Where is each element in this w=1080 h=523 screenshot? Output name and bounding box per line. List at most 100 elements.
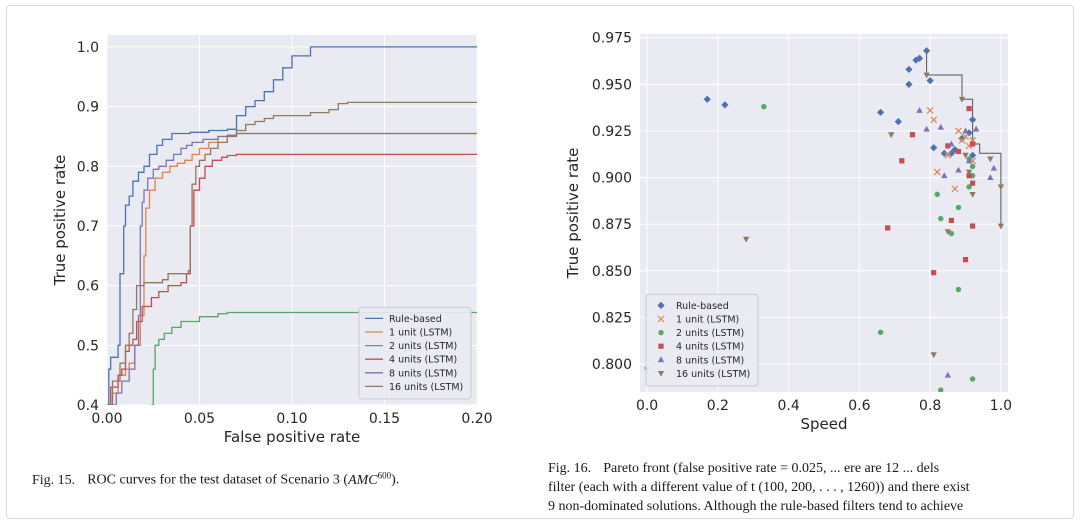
roc-ytick-label: 0.5 (77, 338, 99, 354)
figure-15-math-sup: 600 (377, 470, 392, 480)
pareto-series-rule-based (703, 47, 977, 159)
pareto-point-8-units-lstm- (937, 123, 944, 130)
roc-legend-box (358, 306, 472, 400)
pareto-point-2-units-lstm- (969, 376, 976, 382)
pareto-point-4-units-lstm- (885, 225, 891, 231)
pareto-xtick-label: 0.2 (707, 398, 729, 414)
figure-15-label: Fig. 15. (32, 472, 76, 488)
roc-xtick-label: 0.05 (184, 411, 215, 427)
pareto-point-8-units-lstm- (972, 125, 980, 132)
pareto-marks (643, 47, 1005, 392)
pareto-point-2-units-lstm- (955, 204, 962, 211)
roc-xtick-label: 0.20 (461, 411, 492, 427)
pareto-point-rule-based (958, 134, 966, 143)
pareto-xtick-label: 0.4 (777, 398, 799, 414)
pareto-point-16-units-lstm- (944, 229, 952, 236)
pareto-legend-swatch (658, 343, 664, 349)
pareto-point-2-units-lstm- (938, 215, 944, 222)
pareto-point-1-unit-lstm- (933, 168, 941, 176)
pareto-xtick-label: 0.0 (636, 398, 658, 414)
pareto-point-1-unit-lstm- (930, 116, 938, 124)
roc-marks (107, 46, 477, 405)
pareto-point-rule-based (905, 80, 913, 88)
pareto-point-16-units-lstm- (987, 156, 994, 163)
pareto-point-8-units-lstm- (955, 166, 962, 173)
figure-16-label: Fig. 16. (548, 461, 592, 476)
pareto-ytick-label: 0.975 (592, 31, 632, 47)
roc-chart: 0.00 0.05 0.10 0.15 0.20 0.4 0.5 0.6 0.7 0.8 0.9 1.… (51, 35, 493, 446)
pareto-ytick-label: 0.825 (592, 310, 632, 326)
pareto-point-16-units-lstm- (930, 352, 937, 359)
pareto-point-rule-based (877, 108, 885, 116)
pareto-point-16-units-lstm- (965, 169, 973, 176)
pareto-point-2-units-lstm- (969, 163, 976, 170)
pareto-point-rule-based (930, 144, 938, 152)
roc-ytick-label: 0.9 (77, 100, 99, 116)
pareto-ytick-label: 0.875 (592, 217, 632, 233)
pareto-point-2-units-lstm- (938, 387, 944, 392)
pareto-point-8-units-lstm- (941, 172, 948, 179)
pareto-point-8-units-lstm- (965, 157, 973, 164)
figure-16-line-1: Fig. 16. Pareto front (false positive rat… (548, 459, 1040, 478)
pareto-point-16-units-lstm- (969, 191, 976, 198)
figure-15-caption: Fig. 15. ROC curves for the test dataset … (32, 466, 502, 490)
roc-legend-label: 8 units (LSTM) (389, 368, 457, 379)
figure-15-text: ROC curves for the test dataset of Scena… (87, 472, 349, 488)
pareto-legend-label: Rule-based (676, 301, 729, 312)
pareto-ytick-label: 0.850 (592, 264, 632, 280)
pareto-point-rule-based (951, 146, 959, 154)
pareto-series-8-units-lstm- (916, 107, 998, 378)
pareto-xaxis-label: Speed (800, 415, 847, 433)
roc-legend-label: 16 units (LSTM) (389, 382, 463, 393)
figure-16-caption: Fig. 16. Pareto front (false positive rat… (548, 459, 1040, 516)
pareto-point-rule-based (894, 118, 902, 126)
pareto-legend-label: 2 units (LSTM) (676, 328, 744, 339)
figure-16-line-3: 9 non-dominated solutions. Although the … (548, 499, 964, 514)
roc-legend-label: 1 unit (LSTM) (389, 328, 452, 339)
pareto-point-4-units-lstm- (962, 257, 969, 263)
pareto-point-8-units-lstm- (962, 127, 969, 134)
pareto-legend-label: 4 units (LSTM) (676, 342, 744, 353)
figure-15-math-base: AMC (348, 472, 378, 488)
pareto-point-8-units-lstm- (916, 107, 923, 113)
pareto-point-4-units-lstm- (970, 141, 976, 147)
pareto-point-rule-based (969, 116, 977, 124)
pareto-point-rule-based (926, 77, 934, 85)
pareto-series-4-units-lstm- (885, 105, 976, 276)
roc-xtick-label: 0.15 (369, 411, 400, 427)
pareto-point-4-units-lstm- (948, 217, 954, 224)
pareto-xtick-label: 0.8 (919, 398, 941, 414)
pareto-point-16-units-lstm- (962, 152, 969, 159)
pareto-ytick-label: 0.950 (592, 77, 632, 93)
roc-ytick-label: 0.7 (77, 219, 99, 235)
roc-series-2-units-lstm- (151, 311, 477, 405)
roc-xaxis-label: False positive rate (224, 428, 361, 446)
roc-series-8-units-lstm- (107, 132, 477, 405)
pareto-point-4-units-lstm- (955, 148, 962, 155)
pareto-xtick-label: 0.6 (848, 398, 870, 414)
pareto-point-8-units-lstm- (944, 371, 952, 378)
pareto-ytick-label: 0.925 (592, 124, 632, 140)
roc-legend-label: 2 units (LSTM) (389, 341, 457, 352)
roc-ytick-label: 0.6 (77, 279, 99, 295)
pareto-point-rule-based (703, 95, 711, 103)
pareto-point-16-units-lstm- (958, 96, 966, 103)
pareto-point-4-units-lstm- (945, 143, 951, 149)
pareto-point-2-units-lstm- (877, 329, 884, 336)
pareto-series-16-units-lstm- (643, 72, 1005, 374)
pareto-legend-swatch (657, 371, 665, 377)
roc-ytick-label: 0.8 (77, 159, 99, 175)
pareto-point-rule-based (915, 54, 924, 62)
pareto-ytick-label: 0.800 (592, 357, 632, 373)
pareto-legend-label: 1 unit (LSTM) (676, 315, 739, 326)
pareto-point-2-units-lstm- (948, 230, 955, 237)
roc-legend-label: Rule-based (389, 314, 442, 325)
pareto-legend-label: 8 units (LSTM) (676, 355, 744, 366)
pareto-point-16-units-lstm- (997, 223, 1005, 230)
roc-legend-label: 4 units (LSTM) (389, 355, 457, 366)
pareto-point-1-unit-lstm- (955, 127, 962, 135)
pareto-point-rule-based (905, 65, 913, 74)
pareto-xtick-label: 1.0 (990, 398, 1012, 414)
pareto-series-2-units-lstm- (761, 104, 976, 392)
pareto-point-rule-based (940, 149, 948, 157)
